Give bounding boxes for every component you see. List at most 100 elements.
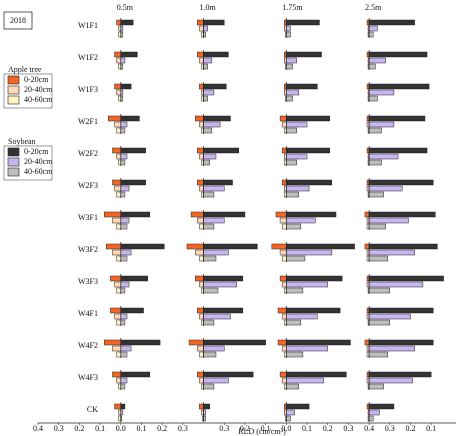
bar xyxy=(281,179,287,186)
bar xyxy=(116,351,122,358)
bar xyxy=(203,63,208,70)
bar xyxy=(203,313,231,320)
row-label: W2F1 xyxy=(78,117,98,126)
x-tick-label: 0.2 xyxy=(74,424,84,433)
bar xyxy=(120,345,132,352)
bar xyxy=(199,313,204,320)
bar xyxy=(116,89,122,96)
row-label: W1F1 xyxy=(78,21,98,30)
x-tick-label: 0.1 xyxy=(302,424,312,433)
bar xyxy=(120,383,126,390)
bar xyxy=(120,319,126,326)
bar xyxy=(286,185,310,192)
bar xyxy=(197,345,204,352)
bar xyxy=(203,351,217,358)
row-label: W3F3 xyxy=(78,277,98,286)
bar xyxy=(203,345,225,352)
year-box xyxy=(3,11,33,30)
bar xyxy=(286,319,302,326)
bar xyxy=(116,377,122,384)
bar xyxy=(116,255,122,262)
x-tick-label: 0.1 xyxy=(136,424,146,433)
bar xyxy=(203,249,229,256)
bar xyxy=(286,345,328,352)
bar xyxy=(120,243,165,250)
bar xyxy=(120,281,130,288)
x-tick-label: 0.1 xyxy=(261,424,271,433)
bar xyxy=(114,51,122,58)
bar xyxy=(368,95,378,102)
bar xyxy=(197,371,204,378)
legend-label: 0-20cm xyxy=(24,147,49,156)
bar xyxy=(364,339,370,346)
bar xyxy=(368,351,388,358)
x-tick-label: 0.1 xyxy=(426,424,436,433)
bar xyxy=(286,339,351,346)
bar xyxy=(186,243,204,250)
bar xyxy=(114,83,122,90)
column-header: 2.5m xyxy=(365,3,382,12)
bar xyxy=(203,339,266,346)
bar xyxy=(281,377,287,384)
bar xyxy=(199,121,204,128)
bar xyxy=(281,345,287,352)
bar xyxy=(368,159,382,166)
bar xyxy=(368,403,395,410)
bar xyxy=(203,307,244,314)
bar xyxy=(203,255,217,262)
bar xyxy=(120,307,144,314)
bar xyxy=(195,249,204,256)
bar xyxy=(199,377,204,384)
bar xyxy=(103,211,122,218)
bar xyxy=(368,415,374,422)
legend-swatch xyxy=(7,167,20,177)
bar xyxy=(203,191,215,198)
bar xyxy=(120,147,146,154)
bar xyxy=(203,185,225,192)
bar xyxy=(108,115,122,122)
bar xyxy=(368,339,434,346)
bar xyxy=(114,121,122,128)
legend-frame xyxy=(3,145,53,181)
bar xyxy=(286,57,297,64)
bar xyxy=(368,377,413,384)
legend-title: Soybean xyxy=(8,137,36,146)
bar xyxy=(368,249,415,256)
bar xyxy=(120,127,126,134)
bar xyxy=(203,287,219,294)
bar xyxy=(368,25,378,32)
bar xyxy=(286,403,310,410)
bar xyxy=(279,115,287,122)
row-label: W4F1 xyxy=(78,309,98,318)
bar xyxy=(368,127,382,134)
bar xyxy=(286,249,333,256)
bar xyxy=(286,89,299,96)
x-tick-label: 0.0 xyxy=(281,424,291,433)
bar xyxy=(279,249,287,256)
bar xyxy=(116,223,122,230)
legend-swatch xyxy=(7,95,20,105)
bar xyxy=(203,19,225,26)
bar xyxy=(286,255,306,262)
bar xyxy=(199,153,204,160)
bar xyxy=(203,223,215,230)
bar xyxy=(116,153,122,160)
bar xyxy=(197,19,204,26)
column-header: 0.5m xyxy=(117,3,134,12)
bar xyxy=(286,83,318,90)
bar xyxy=(368,211,436,218)
bar xyxy=(368,275,444,282)
bar xyxy=(368,121,395,128)
bar xyxy=(199,223,204,230)
bar xyxy=(286,351,304,358)
bar xyxy=(368,319,391,326)
bar xyxy=(199,25,204,32)
bar xyxy=(368,57,386,64)
bar xyxy=(120,191,126,198)
bar xyxy=(120,83,132,90)
bar xyxy=(120,19,134,26)
bar xyxy=(368,89,395,96)
bar xyxy=(120,371,150,378)
bar xyxy=(197,307,204,314)
